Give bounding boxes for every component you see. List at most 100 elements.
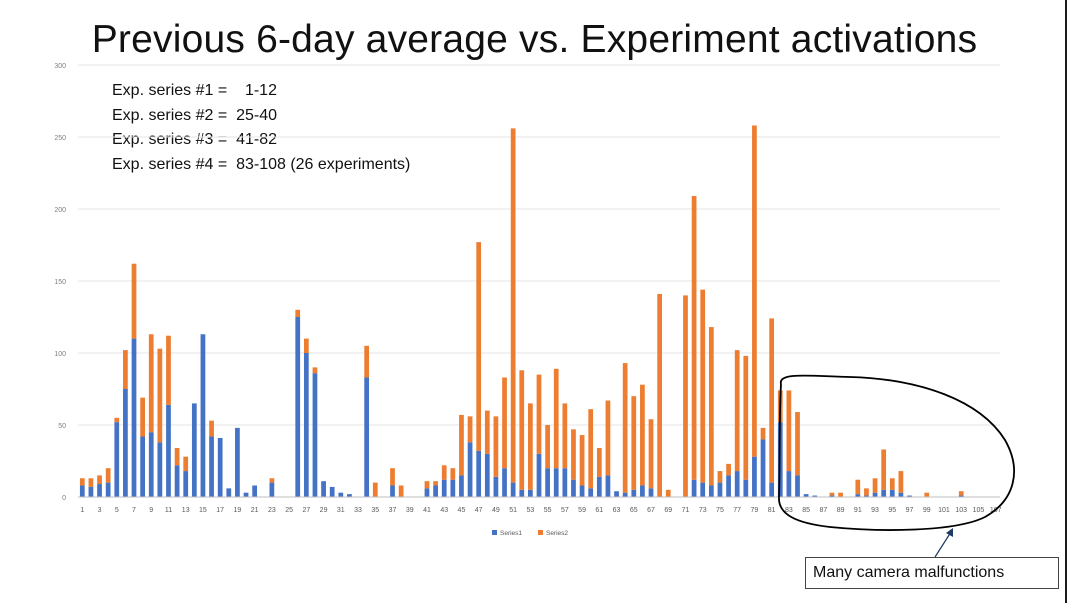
bar-series1 [347, 494, 352, 497]
bar-series2 [79, 478, 85, 486]
bar-series2 [640, 384, 645, 486]
bar-series1 [97, 484, 102, 497]
bar-series2 [528, 403, 533, 490]
x-tick-label: 5 [115, 507, 119, 514]
y-tick-label: 50 [58, 423, 66, 430]
bar-series2 [140, 397, 145, 437]
bar-series2 [269, 478, 275, 483]
x-tick-label: 7 [132, 507, 136, 514]
y-tick-label: 200 [54, 207, 66, 214]
bar-series1 [88, 486, 94, 497]
x-tick-label: 103 [955, 507, 967, 514]
bar-series1 [864, 495, 869, 497]
bar-series1 [760, 439, 766, 497]
bar-series1 [312, 373, 318, 497]
x-tick-label: 17 [216, 507, 224, 514]
bar-series2 [123, 350, 128, 389]
x-tick-label: 93 [871, 507, 879, 514]
bar-series1 [191, 403, 197, 497]
legend-label: Series1 [500, 530, 522, 537]
bar-series2 [459, 414, 464, 476]
bar-series2 [364, 345, 370, 378]
x-tick-label: 19 [234, 507, 242, 514]
bar-series2 [295, 309, 301, 317]
x-tick-label: 29 [320, 507, 328, 514]
bar-series2 [510, 128, 516, 483]
x-tick-label: 47 [475, 507, 483, 514]
bar-series1 [390, 485, 395, 497]
bar-series1 [338, 492, 344, 497]
bar-series1 [209, 436, 214, 497]
bar-series1 [269, 482, 275, 497]
legend-swatch [492, 530, 497, 535]
bar-series2 [105, 468, 111, 483]
bar-series2 [579, 435, 585, 486]
bar-series2 [786, 390, 792, 472]
x-tick-label: 87 [819, 507, 827, 514]
bar-series1 [553, 468, 559, 497]
bar-series1 [726, 475, 731, 497]
note-line-2: Exp. series #2 = 25-40 [112, 106, 277, 124]
bar-series1 [605, 475, 611, 497]
bar-series1 [174, 465, 180, 497]
bar-series1 [502, 468, 507, 497]
x-tick-label: 9 [149, 507, 153, 514]
bar-series1 [441, 479, 447, 497]
bar-series1 [467, 442, 473, 497]
bar-series2 [148, 334, 154, 433]
bar-series1 [596, 476, 602, 497]
y-axis-tick-labels: 0 50 100 150 200 250 300 [54, 63, 66, 502]
bar-series2 [398, 485, 404, 497]
bar-series1 [614, 491, 619, 497]
bar-series1 [571, 479, 576, 497]
bar-series2 [648, 419, 654, 489]
bar-series2 [881, 449, 887, 490]
bar-series1 [424, 488, 430, 497]
bar-series1 [476, 450, 482, 497]
bar-series2 [838, 492, 843, 497]
bar-series2 [665, 489, 671, 497]
bar-series1 [622, 492, 628, 497]
bar-series2 [872, 478, 878, 493]
bar-series1 [889, 489, 895, 497]
bar-series1 [588, 488, 594, 497]
x-tick-label: 79 [751, 507, 759, 514]
bar-series1 [200, 334, 206, 497]
bar-series1 [235, 427, 240, 497]
y-tick-label: 0 [62, 495, 66, 502]
x-tick-label: 57 [561, 507, 569, 514]
bar-series1 [743, 479, 749, 497]
x-tick-label: 69 [664, 507, 672, 514]
bar-series2 [450, 468, 456, 480]
bar-series1 [786, 471, 792, 497]
x-tick-label: 37 [389, 507, 397, 514]
slide-title: Previous 6-day average vs. Experiment ac… [91, 18, 978, 61]
bar-series1 [803, 494, 809, 497]
x-tick-label: 31 [337, 507, 345, 514]
bar-series2 [183, 456, 189, 472]
x-tick-label: 83 [785, 507, 793, 514]
bar-series1 [433, 485, 438, 497]
x-tick-label: 85 [802, 507, 810, 514]
bar-series2 [114, 417, 120, 423]
note-line-4: Exp. series #4 = 83-108 (26 experiments) [112, 155, 411, 173]
bar-series1 [528, 489, 533, 497]
bar-series1 [700, 482, 706, 497]
bar-series1 [752, 456, 757, 497]
bar-series2 [752, 125, 757, 457]
x-tick-label: 61 [595, 507, 603, 514]
bar-series1 [329, 486, 335, 497]
note-line-1: Exp. series #1 = 1-12 [112, 82, 277, 99]
bar-series1 [295, 317, 301, 497]
bar-series2 [131, 263, 137, 339]
bar-series2 [657, 293, 663, 497]
gridlines [78, 64, 1000, 426]
x-tick-label: 39 [406, 507, 414, 514]
bar-series2 [424, 481, 430, 489]
bar-series1 [648, 488, 654, 497]
bar-series2 [726, 463, 731, 476]
bar-series2 [734, 350, 740, 472]
bar-series2 [898, 471, 904, 493]
